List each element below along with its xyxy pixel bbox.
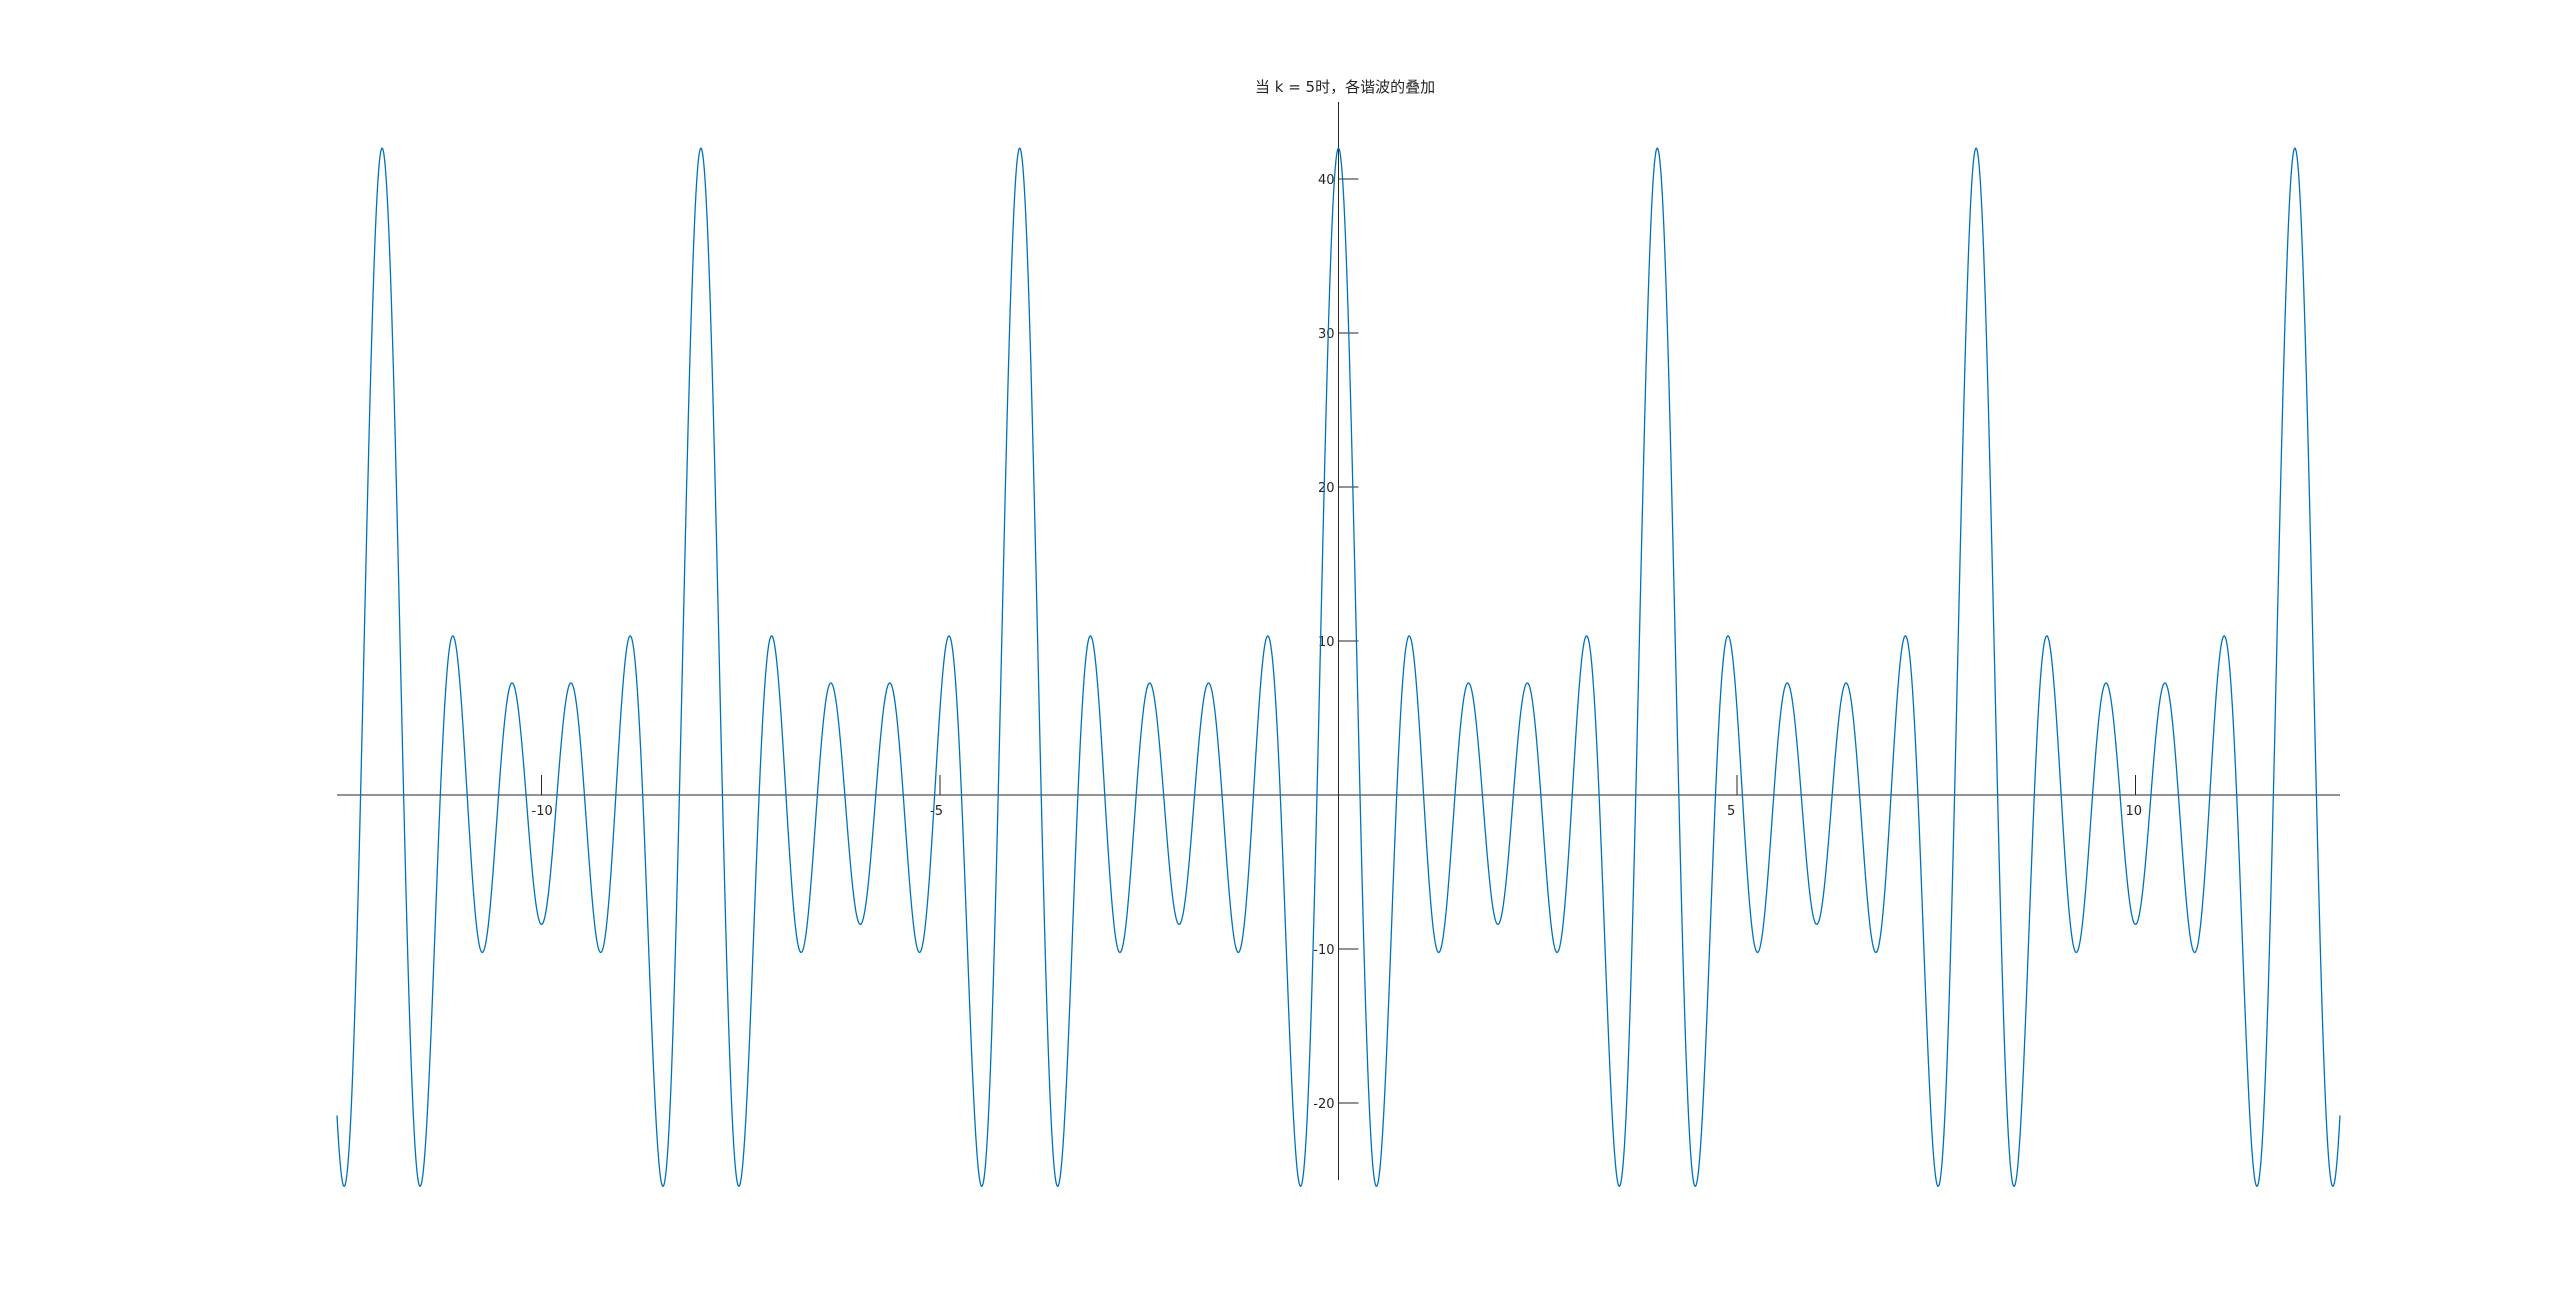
y-tick-label: 40 [1318, 173, 1335, 188]
y-tick-label: -20 [1313, 1097, 1334, 1112]
x-tick-label: 5 [1727, 804, 1735, 819]
x-tick-label: -5 [930, 804, 943, 819]
y-tick-label: 10 [1318, 635, 1335, 650]
series-line-0 [336, 147, 2341, 1188]
series-group [336, 147, 2341, 1188]
ticks: -10 -5 5 10 -20 -10 10 20 30 40 [532, 173, 2143, 1112]
y-tick-label: 20 [1318, 481, 1335, 496]
x-tick-label: -10 [532, 804, 553, 819]
y-tick-label: 30 [1318, 327, 1335, 342]
y-tick-label: -10 [1313, 943, 1334, 958]
chart-title-text: 当 k = 5时，各谐波的叠加 [1255, 78, 1436, 96]
x-tick-label: 10 [2125, 804, 2142, 819]
